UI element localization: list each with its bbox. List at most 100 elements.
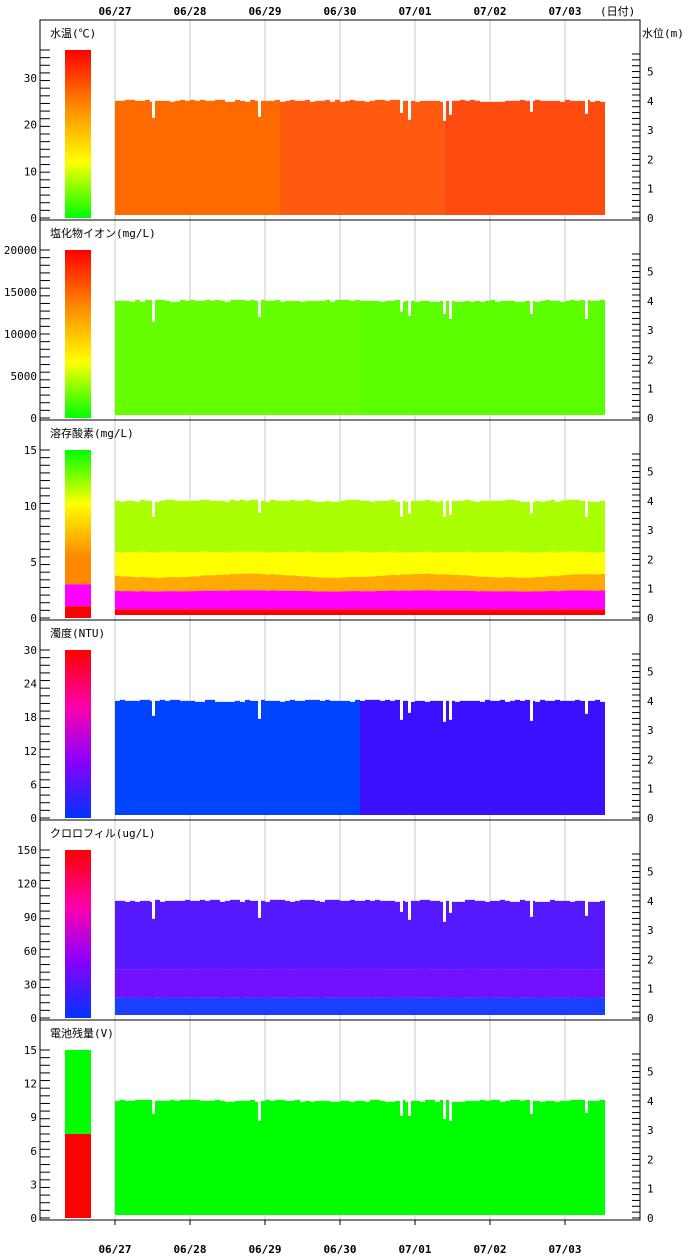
field-cell <box>220 500 225 553</box>
field-cell <box>400 590 405 610</box>
field-cell <box>185 300 190 415</box>
field-cell <box>385 575 390 591</box>
field-cell <box>360 1100 365 1215</box>
field-cell <box>225 900 230 970</box>
field-cell <box>260 609 265 615</box>
field-cell <box>585 99 590 215</box>
field-cell <box>485 576 490 592</box>
field-cell <box>330 997 335 1015</box>
field-cell <box>265 100 270 215</box>
field-cell <box>435 574 440 591</box>
field-cell <box>270 609 275 615</box>
field-cell <box>350 609 355 615</box>
field-cell <box>345 577 350 592</box>
field-cell <box>565 700 570 815</box>
field-cell <box>185 100 190 215</box>
field-cell <box>295 997 300 1015</box>
field-notch <box>408 1097 411 1116</box>
field-cell <box>220 300 225 415</box>
colorbar-segment <box>65 1134 91 1218</box>
field-cell <box>245 1100 250 1215</box>
field-cell <box>160 577 165 592</box>
field-cell <box>570 609 575 615</box>
right-axis-title: 水位(m) <box>642 26 684 40</box>
field-cell <box>245 500 250 553</box>
panel-chlorophyll: クロロフィル(ug/L) 0 30 60 90 120 150 0 1 2 3 4 5 <box>17 827 654 1025</box>
field-cell <box>435 900 440 970</box>
field-cell <box>495 900 500 970</box>
field-cell <box>375 899 380 969</box>
field-cell <box>545 576 550 592</box>
field-cell <box>130 609 135 615</box>
field-cell <box>165 499 170 552</box>
field-cell <box>590 969 595 999</box>
field-cell <box>435 590 440 610</box>
field-cell <box>305 99 310 215</box>
field-cell <box>580 500 585 553</box>
field-cell <box>505 701 510 815</box>
panel-chloride: 塩化物イオン(mg/L) 0 5000 10000 15000 20000 0 1 2 3 4 5 <box>4 226 654 425</box>
field-cell <box>295 900 300 970</box>
field-cell <box>290 969 295 999</box>
field-cell <box>325 609 330 615</box>
left-tick-label: 30 <box>24 978 37 991</box>
field-cell <box>595 552 600 575</box>
field-cell <box>500 1101 505 1215</box>
field-cell <box>140 301 145 415</box>
field-cell <box>135 700 140 815</box>
field-cell <box>255 900 260 970</box>
field-cell <box>480 969 485 998</box>
field-cell <box>270 499 275 552</box>
field-cell <box>305 609 310 615</box>
field-cell <box>175 100 180 215</box>
field-cell <box>505 499 510 552</box>
field-cell <box>485 998 490 1015</box>
field-cell <box>415 609 420 615</box>
field-cell <box>305 968 310 998</box>
field-cell <box>145 591 150 610</box>
field-cell <box>535 609 540 615</box>
field-cell <box>470 99 475 215</box>
field-cell <box>320 300 325 415</box>
field-cell <box>495 969 500 998</box>
field-cell <box>585 609 590 615</box>
field-cell <box>395 699 400 815</box>
bottom-date-label: 06/30 <box>323 1243 356 1256</box>
field-cell <box>405 552 410 575</box>
field-cell <box>540 552 545 577</box>
right-tick-label: 3 <box>647 724 654 737</box>
field-cell <box>185 576 190 592</box>
field-cell <box>480 301 485 415</box>
field-cell <box>130 500 135 553</box>
field-cell <box>425 899 430 969</box>
field-cell <box>350 997 355 1015</box>
field-cell <box>430 100 435 215</box>
field-cell <box>295 552 300 576</box>
field-cell <box>400 900 405 970</box>
field-cell <box>155 997 160 1015</box>
field-cell <box>350 968 355 998</box>
field-cell <box>305 699 310 815</box>
field-cell <box>175 591 180 610</box>
field-cell <box>200 590 205 610</box>
field-cell <box>505 609 510 615</box>
field-cell <box>560 590 565 610</box>
field-notch <box>530 497 533 514</box>
field-cell <box>450 1101 455 1215</box>
field-notch <box>449 297 452 319</box>
field-cell <box>490 500 495 553</box>
field-cell <box>300 609 305 615</box>
field-cell <box>445 500 450 553</box>
field-cell <box>265 574 270 591</box>
field-cell <box>190 576 195 592</box>
field-cell <box>340 591 345 610</box>
field-cell <box>135 100 140 215</box>
top-date-label: 07/03 <box>548 5 581 18</box>
field-cell <box>125 500 130 553</box>
field-notch <box>443 497 446 517</box>
field-cell <box>495 500 500 553</box>
field-cell <box>480 591 485 610</box>
field-cell <box>555 997 560 1015</box>
field-cell <box>300 552 305 577</box>
field-cell <box>510 100 515 215</box>
